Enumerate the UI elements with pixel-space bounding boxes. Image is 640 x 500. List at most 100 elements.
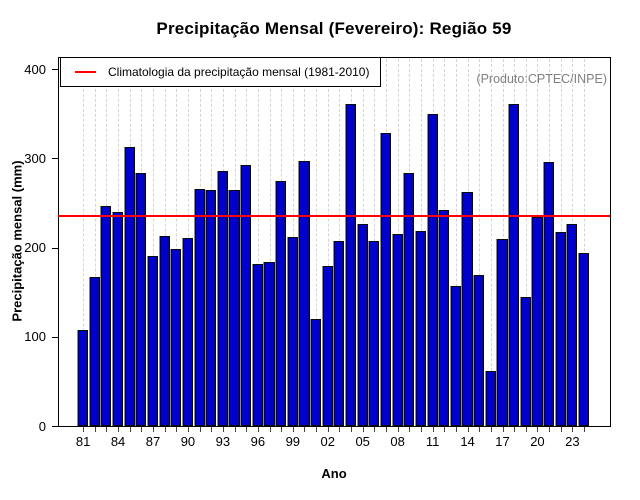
- x-tick: [257, 427, 259, 432]
- legend-red-line-sample: [75, 71, 96, 73]
- gridline: [153, 59, 154, 426]
- bar-1991: [194, 189, 205, 426]
- gridline: [490, 59, 492, 426]
- bar-2024: [578, 252, 590, 426]
- x-tick: [374, 427, 376, 432]
- y-tick-label: 300: [24, 150, 46, 166]
- x-tick: [339, 427, 341, 432]
- x-tick-label: 20: [530, 434, 545, 449]
- x-tick: [94, 427, 96, 432]
- gridline: [479, 59, 481, 426]
- x-tick: [397, 427, 399, 432]
- x-tick: [222, 427, 224, 432]
- x-tick-label: 87: [145, 434, 161, 449]
- bar-1989: [171, 249, 182, 426]
- bar-1992: [206, 190, 217, 426]
- bar-1983: [101, 205, 112, 426]
- bar-1984: [112, 211, 124, 426]
- bar-2014: [462, 192, 473, 426]
- x-tick: [129, 427, 131, 432]
- legend-label: Climatologia da precipitação mensal (198…: [108, 65, 370, 79]
- bar-1995: [241, 165, 252, 426]
- x-tick: [118, 427, 120, 432]
- gridline: [327, 59, 329, 426]
- gridline: [316, 59, 318, 426]
- bar-2013: [450, 285, 461, 426]
- gridline: [455, 59, 457, 426]
- x-tick-label: 14: [460, 434, 475, 449]
- x-tick: [187, 427, 189, 432]
- x-tick: [83, 427, 85, 432]
- x-tick: [572, 427, 574, 432]
- x-tick: [141, 427, 143, 432]
- x-tick: [199, 427, 201, 432]
- y-tick-label: 400: [24, 61, 46, 77]
- bar-2021: [544, 161, 555, 426]
- x-tick: [560, 427, 562, 432]
- x-tick-label: 08: [390, 434, 405, 449]
- bar-1997: [264, 261, 275, 426]
- gridline: [83, 59, 85, 426]
- watermark-text: (Produto:CPTEC/INPE): [476, 72, 607, 86]
- bar-2001: [311, 318, 322, 426]
- x-tick-label: 02: [320, 434, 335, 449]
- y-tick: [52, 69, 58, 70]
- x-tick: [584, 427, 586, 432]
- x-tick: [327, 427, 329, 432]
- bar-1996: [252, 264, 263, 426]
- x-tick: [316, 427, 318, 432]
- gridline: [176, 59, 178, 426]
- bar-2011: [427, 113, 438, 426]
- bar-1986: [136, 172, 147, 426]
- x-tick-label: 05: [355, 434, 370, 449]
- x-tick: [479, 427, 481, 432]
- x-tick: [432, 427, 434, 432]
- bar-1999: [287, 236, 298, 426]
- bar-1994: [229, 190, 240, 426]
- legend: Climatologia da precipitação mensal (198…: [60, 57, 381, 87]
- x-tick: [106, 427, 108, 432]
- bar-2012: [439, 210, 450, 426]
- x-tick: [467, 427, 469, 432]
- bar-1988: [159, 235, 170, 426]
- bar-2022: [555, 232, 566, 426]
- x-tick: [281, 427, 283, 432]
- x-tick: [386, 427, 387, 432]
- bar-2010: [415, 230, 427, 426]
- bar-2018: [509, 103, 520, 426]
- y-tick: [52, 247, 58, 249]
- gridline: [94, 59, 96, 426]
- x-tick: [490, 427, 492, 432]
- y-tick: [52, 426, 58, 427]
- x-tick: [292, 427, 294, 432]
- bar-2005: [357, 224, 368, 426]
- y-tick-label: 100: [24, 329, 46, 345]
- x-tick: [211, 427, 213, 432]
- x-tick-label: 23: [565, 434, 580, 449]
- x-tick: [351, 427, 353, 432]
- x-tick-label: 99: [285, 434, 301, 449]
- x-tick: [525, 427, 527, 432]
- x-tick: [502, 427, 504, 432]
- y-tick-label: 0: [38, 418, 46, 434]
- x-tick: [269, 427, 271, 432]
- x-tick: [514, 427, 516, 432]
- x-tick-label: 93: [215, 434, 231, 449]
- x-tick: [537, 427, 539, 432]
- bar-1993: [217, 170, 228, 426]
- bar-2003: [334, 241, 345, 426]
- gridline: [269, 59, 271, 426]
- x-tick: [362, 427, 364, 432]
- x-tick: [304, 427, 306, 432]
- x-tick: [409, 427, 411, 432]
- bar-1998: [276, 180, 287, 426]
- gridline: [525, 59, 527, 426]
- bar-2023: [567, 224, 578, 426]
- x-tick: [246, 427, 248, 432]
- gridline: [584, 59, 586, 426]
- plot-area: [58, 57, 610, 426]
- y-tick-label: 200: [24, 240, 46, 255]
- bar-2019: [520, 296, 531, 426]
- x-axis-label: Ano: [321, 466, 347, 481]
